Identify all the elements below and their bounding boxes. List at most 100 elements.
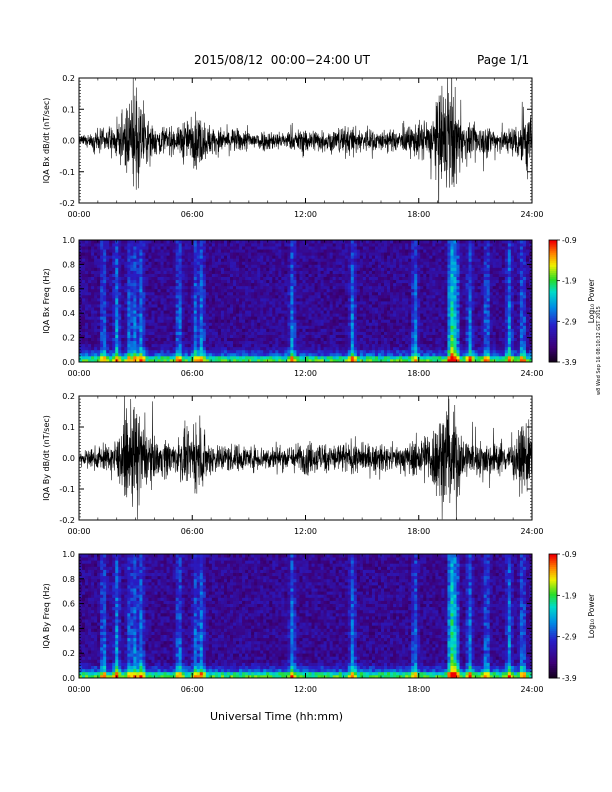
y-tick-label: 0.2	[62, 392, 75, 401]
colorbar-swatch	[549, 341, 557, 345]
colorbar-swatch	[549, 634, 557, 638]
colorbar-swatch	[549, 609, 557, 613]
colorbar-swatch	[549, 630, 557, 634]
colorbar-swatch	[549, 246, 557, 249]
colorbar-swatch	[549, 607, 557, 611]
x-tick-label: 24:00	[520, 685, 543, 694]
y-tick-label: 0.0	[62, 674, 75, 683]
colorbar-swatch	[549, 616, 557, 619]
page-number: Page 1/1	[477, 53, 530, 67]
y-tick-label: 0.2	[62, 334, 75, 343]
colorbar-swatch	[549, 276, 557, 280]
colorbar-swatch	[549, 667, 557, 671]
colorbar-swatch	[549, 274, 557, 278]
colorbar-swatch	[549, 349, 557, 353]
colorbar-swatch	[549, 560, 557, 563]
x-tick-label: 12:00	[294, 527, 317, 536]
x-tick-label: 24:00	[520, 527, 543, 536]
x-tick-label: 00:00	[67, 210, 90, 219]
figure-title: 2015/08/12 00:00−24:00 UT	[194, 53, 370, 67]
colorbar-swatch	[549, 339, 557, 343]
colorbar-swatch	[549, 618, 557, 621]
colorbar-swatch	[549, 620, 557, 623]
colorbar-swatch	[549, 268, 557, 271]
colorbar-swatch	[549, 252, 557, 255]
colorbar-swatch	[549, 589, 557, 592]
colorbar-frame	[548, 239, 558, 363]
colorbar-tick-label: -3.9	[562, 674, 577, 683]
x-tick-label: 06:00	[181, 210, 204, 219]
colorbar-swatch	[549, 347, 557, 351]
colorbar-swatch	[549, 651, 557, 654]
colorbar-swatch	[549, 585, 557, 588]
colorbar-swatch	[549, 591, 557, 594]
colorbar-swatch	[549, 580, 557, 584]
colorbar-swatch	[549, 242, 557, 245]
colorbar-swatch	[549, 626, 557, 629]
colorbar-tick-label: -1.9	[562, 277, 577, 286]
colorbar-swatch	[549, 258, 557, 261]
y-tick-label: 0.1	[62, 423, 75, 432]
colorbar-swatch	[549, 582, 557, 586]
x-tick-label: 18:00	[407, 210, 430, 219]
colorbar-swatch	[549, 256, 557, 259]
colorbar-swatch	[549, 622, 557, 625]
colorbar-swatch	[549, 260, 557, 263]
y-axis-label: IQA By dB/dt (nT/sec)	[42, 415, 51, 501]
x-tick-label: 18:00	[407, 527, 430, 536]
colorbar-swatch	[549, 673, 557, 677]
colorbar-tick-label: -3.9	[562, 358, 577, 367]
colorbar-tick-label: -1.9	[562, 591, 577, 600]
colorbar-swatch	[549, 317, 557, 320]
y-tick-label: 0.0	[62, 454, 75, 463]
colorbar-swatch	[549, 244, 557, 247]
colorbar-swatch	[549, 665, 557, 669]
colorbar-swatch	[549, 313, 557, 316]
colorbar-swatch	[549, 628, 557, 631]
colorbar-label: Log₁₀ Power	[587, 593, 596, 638]
y-tick-label: -0.2	[59, 199, 75, 208]
colorbar-swatch	[549, 319, 557, 322]
colorbar-swatch	[549, 250, 557, 253]
colorbar-swatch	[549, 636, 557, 640]
colorbar-swatch	[549, 595, 557, 598]
spectrogram-panel-2	[79, 240, 533, 363]
colorbar-swatch	[549, 345, 557, 349]
x-tick-label: 24:00	[520, 369, 543, 378]
colorbar-swatch	[549, 337, 557, 341]
colorbar-swatch	[549, 675, 557, 679]
colorbar-swatch	[549, 264, 557, 267]
waveform-trace-panel-1	[79, 78, 532, 203]
colorbar-swatch	[549, 632, 557, 636]
colorbar-swatch	[549, 296, 557, 300]
colorbar-swatch	[549, 240, 557, 243]
colorbar-swatch	[549, 311, 557, 314]
x-tick-label: 18:00	[407, 369, 430, 378]
colorbar-swatch	[549, 661, 557, 665]
colorbar-swatch	[549, 564, 557, 567]
colorbar-swatch	[549, 294, 557, 298]
y-tick-label: 0.4	[62, 309, 75, 318]
x-tick-label: 00:00	[67, 527, 90, 536]
colorbar-swatch	[549, 603, 557, 607]
colorbar-swatch	[549, 657, 557, 660]
y-tick-label: 0.2	[62, 74, 75, 83]
colorbar-swatch	[549, 262, 557, 265]
colorbar-swatch	[549, 611, 557, 615]
colorbar-tick-label: -0.9	[562, 236, 577, 245]
y-tick-label: 0.8	[62, 260, 75, 269]
colorbar-swatch	[549, 278, 557, 282]
colorbar-swatch	[549, 325, 557, 328]
x-tick-label: 06:00	[181, 527, 204, 536]
colorbar-swatch	[549, 307, 557, 310]
spectrogram-panel-4	[79, 554, 533, 679]
colorbar-swatch	[549, 572, 557, 576]
colorbar-swatch	[549, 282, 557, 286]
colorbar-swatch	[549, 301, 557, 304]
x-tick-label: 24:00	[520, 210, 543, 219]
colorbar-swatch	[549, 624, 557, 627]
x-tick-label: 12:00	[294, 210, 317, 219]
colorbar-frame	[548, 553, 558, 679]
colorbar-swatch	[549, 270, 557, 274]
